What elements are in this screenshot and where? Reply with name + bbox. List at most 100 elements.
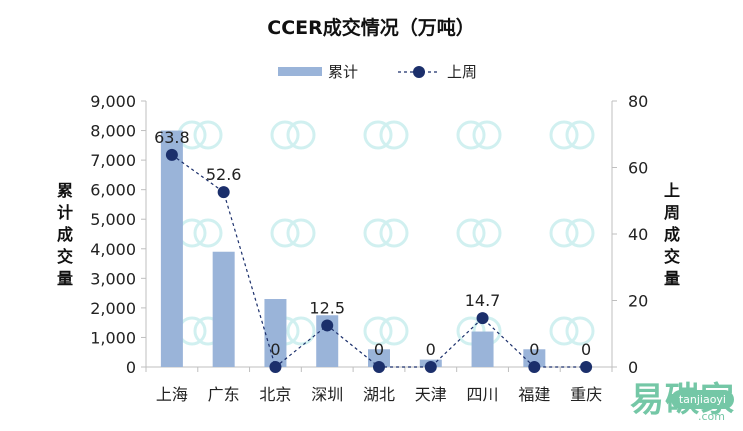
y-axis-right-tick-label: 80 <box>628 92 648 111</box>
x-axis-tick-label: 湖北 <box>363 385 395 404</box>
watermark-logo <box>549 120 595 150</box>
data-label: 0 <box>581 340 591 359</box>
bar <box>160 130 183 367</box>
watermark-ring <box>379 120 409 150</box>
watermark-ring <box>472 218 502 248</box>
bar <box>212 251 235 367</box>
watermark-ring <box>549 316 579 346</box>
watermark-suffix: .com <box>698 410 725 423</box>
y-axis-left-title: 累计成交量 <box>57 181 73 288</box>
watermark-logo <box>549 316 595 346</box>
watermark-ring <box>286 120 316 150</box>
watermark-logo <box>456 120 502 150</box>
chart-title: CCER成交情况（万吨） <box>267 16 475 39</box>
line-point <box>424 361 437 373</box>
x-axis-tick-label: 深圳 <box>311 385 343 404</box>
watermark-logo <box>363 218 409 248</box>
legend-label-bar: 累计 <box>328 63 358 81</box>
bar-series <box>160 130 546 367</box>
y-axis-left-tick-label: 3,000 <box>90 269 136 288</box>
watermark-ring <box>472 120 502 150</box>
y-axis-left-tick-label: 9,000 <box>90 92 136 111</box>
legend-swatch-marker <box>413 66 425 78</box>
watermark-ring <box>456 218 486 248</box>
watermark-ring <box>565 120 595 150</box>
y-axis-left-tick-label: 5,000 <box>90 210 136 229</box>
watermark-logo <box>270 218 316 248</box>
watermark-ring <box>286 316 316 346</box>
data-label: 12.5 <box>309 298 345 317</box>
data-label: 0 <box>270 340 280 359</box>
y-axis-left-tick-label: 1,000 <box>90 328 136 347</box>
watermark-ring <box>363 316 393 346</box>
data-label: 63.8 <box>154 128 190 147</box>
x-axis-tick-label: 北京 <box>259 385 291 404</box>
line-point <box>580 361 593 373</box>
watermark-ring <box>379 218 409 248</box>
x-axis-tick-label: 广东 <box>208 385 240 404</box>
watermark-ring <box>363 218 393 248</box>
y-axis-right-tick-label: 60 <box>628 159 648 178</box>
watermark-ring <box>270 218 300 248</box>
watermark-domain: tanjiaoyi <box>670 390 734 409</box>
legend-label-line: 上周 <box>447 63 477 81</box>
watermark-ring <box>193 218 223 248</box>
line-point <box>321 319 334 332</box>
watermark-ring <box>456 120 486 150</box>
y-axis-right-title: 上周成交量 <box>664 181 680 288</box>
watermark-ring <box>177 316 207 346</box>
y-axis-left-tick-label: 0 <box>126 358 136 377</box>
line-series <box>165 148 593 373</box>
watermark-logo <box>456 218 502 248</box>
y-axis-left-tick-label: 6,000 <box>90 181 136 200</box>
x-axis-tick-label: 福建 <box>518 385 550 404</box>
legend-swatch-bar <box>278 67 322 76</box>
watermark-ring <box>565 218 595 248</box>
background-watermark-pattern <box>177 120 595 346</box>
y-axis-left-tick-label: 2,000 <box>90 299 136 318</box>
watermark-ring <box>549 218 579 248</box>
line-point <box>217 186 230 199</box>
line-point <box>476 312 489 325</box>
x-axis-tick-label: 四川 <box>467 385 499 404</box>
data-label: 0 <box>374 340 384 359</box>
data-label: 52.6 <box>206 165 242 184</box>
bar <box>368 349 390 367</box>
y-axis-left-tick-label: 7,000 <box>90 151 136 170</box>
y-axis-right-tick-label: 40 <box>628 225 648 244</box>
y-axis-left-tick-label: 4,000 <box>90 240 136 259</box>
data-label: 0 <box>426 340 436 359</box>
watermark-ring <box>565 316 595 346</box>
line-point <box>269 361 282 373</box>
x-axis-tick-label: 上海 <box>156 385 188 404</box>
line-point <box>373 361 385 373</box>
watermark-logo <box>363 120 409 150</box>
bar <box>471 331 494 367</box>
x-axis-tick-label: 重庆 <box>570 385 602 404</box>
y-axis-left-tick-label: 8,000 <box>90 122 136 141</box>
watermark-logo <box>177 218 223 248</box>
line-point <box>528 361 541 373</box>
watermark-ring <box>286 218 316 248</box>
watermark-ring <box>363 120 393 150</box>
line-point <box>165 148 178 161</box>
watermark-logo <box>549 218 595 248</box>
x-axis-tick-label: 天津 <box>415 385 447 404</box>
watermark-ring <box>456 316 486 346</box>
watermark-logo <box>270 120 316 150</box>
legend: 累计 上周 <box>278 63 477 81</box>
watermark-ring <box>193 120 223 150</box>
y-axis-right-tick-label: 20 <box>628 292 648 311</box>
watermark-ring <box>177 218 207 248</box>
watermark-ring <box>549 120 579 150</box>
watermark-logo <box>363 316 409 346</box>
data-label: 0 <box>529 340 539 359</box>
data-labels: 63.8 52.6 0 12.5 0 0 14.7 0 0 <box>154 128 591 359</box>
watermark-ring <box>270 120 300 150</box>
data-label: 14.7 <box>465 291 501 310</box>
bar <box>316 315 339 367</box>
y-axis-right-tick-label: 0 <box>628 358 638 377</box>
watermark-ring <box>379 316 409 346</box>
